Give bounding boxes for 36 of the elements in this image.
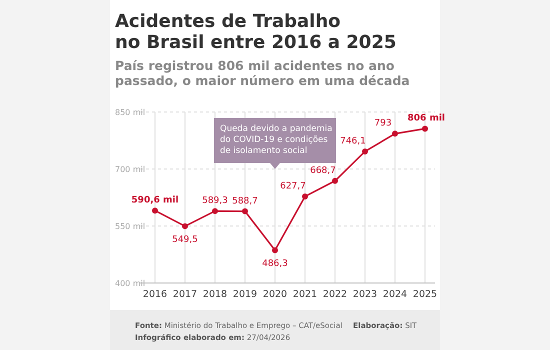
data-label: 627,7 (280, 181, 306, 192)
x-tick-label: 2024 (382, 289, 408, 300)
x-tick-label: 2017 (172, 289, 198, 300)
x-tick-label: 2020 (262, 289, 288, 300)
x-tick-label: 2025 (412, 289, 438, 300)
point (332, 178, 338, 184)
annotation: Queda devido a pandemia do COVID-19 e condições de isolamento social (220, 124, 332, 156)
point (422, 126, 428, 132)
point (302, 193, 308, 200)
point (242, 208, 248, 214)
y-tick-label: 700 mil (115, 165, 146, 174)
data-label: 590,6 mil (131, 196, 179, 206)
data-label: 668,7 (310, 166, 336, 176)
x-tick-label: 2018 (202, 289, 228, 300)
data-label: 486,3 (262, 259, 288, 270)
x-tick-label: 2022 (322, 289, 348, 300)
y-tick-label: 550 mil (115, 222, 146, 231)
chart-subtitle: País registrou 806 mil acidentes no ano passado, o maior número em uma década (115, 58, 410, 88)
x-tick-label: 2021 (292, 289, 318, 300)
data-label: 589,3 (202, 196, 228, 206)
point (392, 130, 398, 137)
data-label: 746,1 (340, 136, 366, 146)
data-label: 806 mil (408, 114, 445, 124)
x-tick-label: 2023 (352, 289, 378, 300)
y-tick-label: 850 mil (115, 108, 146, 117)
point (362, 148, 368, 154)
x-tick-label: 2019 (232, 289, 258, 300)
chart-title: Acidentes de Trabalho no Brasil entre 2016 a 2025 (115, 11, 396, 53)
point (182, 223, 188, 230)
point (152, 208, 158, 214)
point (212, 208, 218, 214)
data-label: 793 (374, 118, 392, 129)
data-label: 549,5 (172, 235, 198, 246)
point (272, 247, 278, 254)
x-tick-label: 2016 (142, 289, 168, 300)
data-label: 588,7 (232, 196, 258, 206)
